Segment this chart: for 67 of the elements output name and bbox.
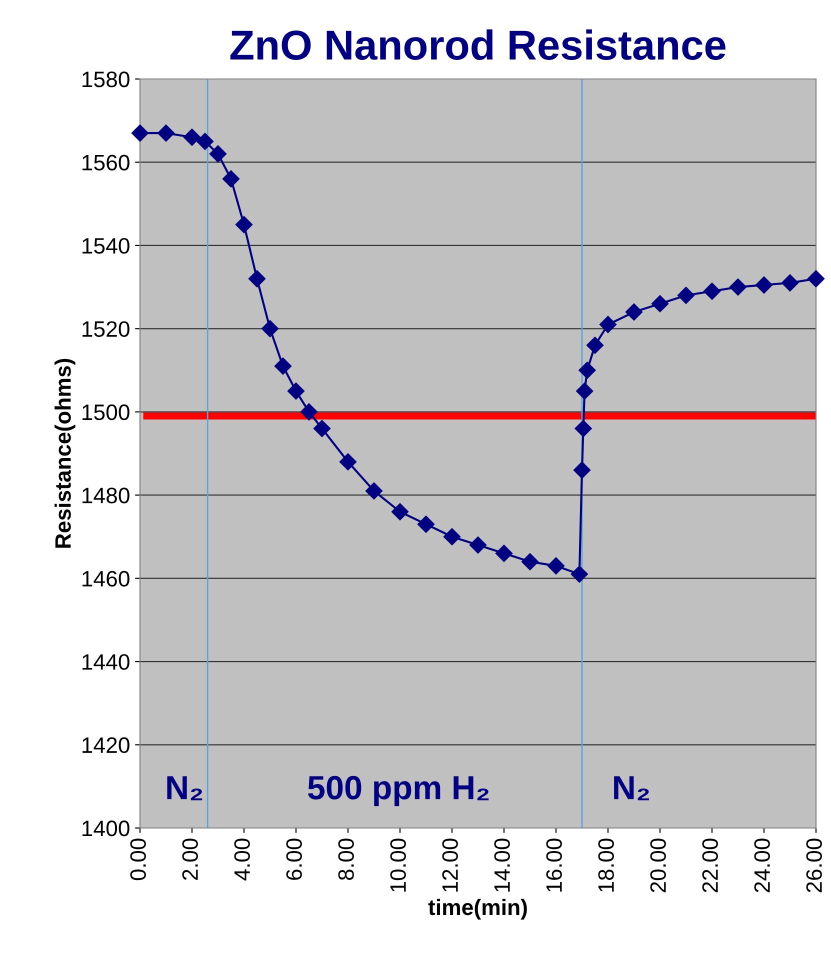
point	[625, 303, 643, 321]
annotation: N₂	[614, 776, 649, 800]
x-tick-label: 18.00	[598, 838, 614, 892]
point	[578, 362, 596, 379]
point	[781, 274, 799, 292]
x-tick-label: 12.00	[442, 838, 458, 892]
point	[469, 536, 487, 554]
point	[677, 286, 695, 304]
x-tick-label: 10.00	[390, 838, 406, 892]
point	[570, 566, 588, 583]
x-tick-label: 8.00	[338, 838, 354, 880]
x-tick-label: 6.00	[286, 838, 302, 880]
y-tick-label: 1460	[82, 570, 130, 587]
chart-title: ZnO Nanorod Resistance	[230, 29, 726, 60]
y-tick-label: 1500	[82, 404, 130, 420]
point	[807, 270, 825, 288]
point	[573, 462, 591, 479]
point	[417, 516, 435, 533]
point	[365, 482, 383, 500]
x-tick-label: 26.00	[806, 838, 822, 892]
point	[248, 270, 266, 288]
point	[235, 216, 253, 234]
x-tick-label: 16.00	[546, 838, 562, 892]
annotation: 500 ppm H₂	[308, 776, 489, 806]
x-tick-label: 0.00	[130, 838, 146, 880]
point	[157, 124, 175, 142]
y-tick-label: 1580	[82, 72, 130, 88]
point	[274, 358, 292, 375]
point	[574, 420, 592, 438]
point	[599, 316, 617, 334]
x-tick-label: 22.00	[702, 838, 718, 892]
point	[703, 282, 721, 300]
y-tick-label: 1480	[82, 488, 130, 504]
y-tick-label: 1520	[82, 321, 130, 337]
point	[729, 278, 747, 296]
annotation: N₂	[167, 776, 202, 800]
point	[339, 453, 357, 470]
point	[183, 128, 201, 146]
point	[313, 420, 331, 438]
x-tick-label: 2.00	[182, 838, 198, 880]
y-tick-label: 1560	[82, 154, 130, 170]
point	[131, 124, 149, 142]
x-tick-label: 20.00	[650, 838, 666, 892]
y-tick-label: 1540	[82, 238, 130, 254]
point	[586, 336, 604, 354]
x-tick-label: 24.00	[754, 838, 770, 892]
y-tick-label: 1440	[82, 654, 130, 670]
point	[495, 544, 513, 562]
y-tick-label: 1400	[82, 820, 130, 836]
y-axis-title: Resistance(ohms)	[54, 358, 76, 548]
point	[196, 132, 214, 150]
point	[576, 382, 594, 400]
point	[287, 382, 305, 400]
point	[651, 295, 669, 312]
point	[391, 503, 409, 520]
point	[547, 557, 565, 574]
point	[443, 528, 461, 546]
x-axis-title: time(min)	[428, 898, 527, 920]
point	[755, 276, 773, 294]
x-tick-label: 14.00	[494, 838, 510, 892]
x-tick-label: 4.00	[234, 838, 250, 880]
y-tick-label: 1420	[82, 737, 130, 754]
point	[521, 553, 539, 570]
point	[209, 145, 227, 162]
point	[300, 403, 318, 420]
point	[222, 170, 240, 188]
point	[261, 320, 279, 338]
